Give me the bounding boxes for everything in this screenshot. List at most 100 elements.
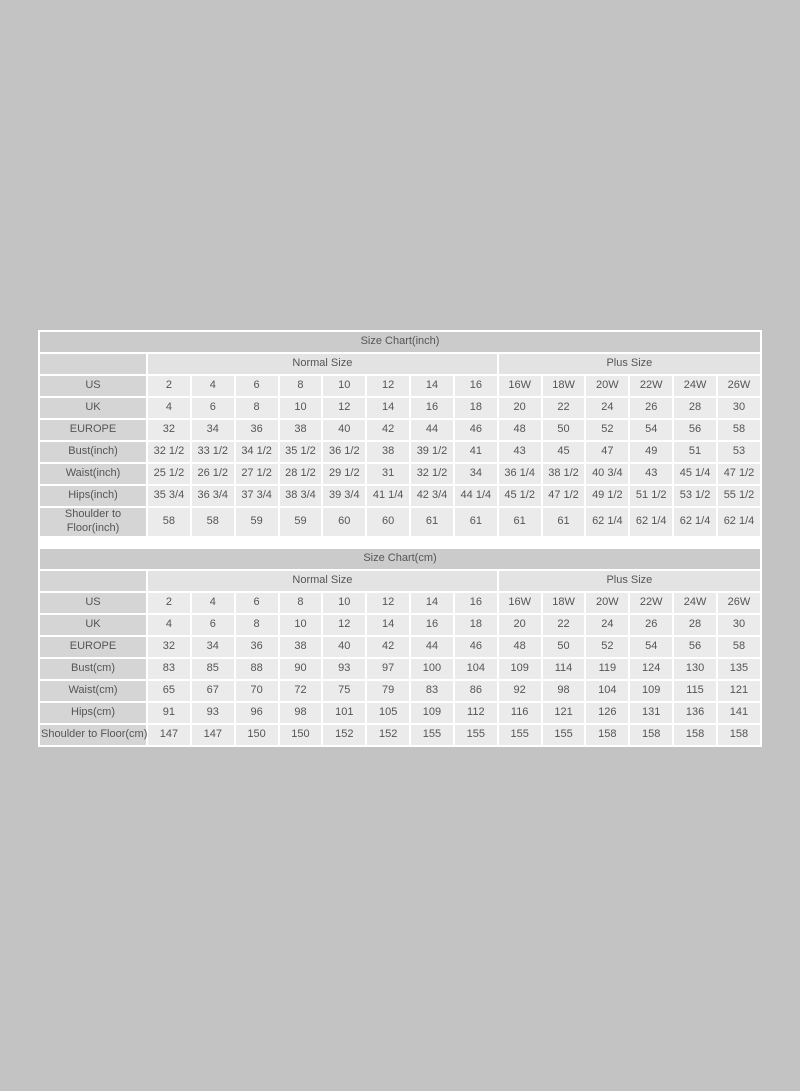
group-header-row: Normal Size Plus Size	[40, 570, 760, 591]
size-value-cell: 104	[586, 680, 629, 701]
size-value-cell: 59	[235, 508, 278, 536]
size-value-cell: 20W	[586, 376, 629, 396]
normal-size-group-header: Normal Size	[148, 570, 497, 591]
size-value-cell: 62 1/4	[630, 508, 673, 536]
corner-cell	[40, 354, 146, 374]
size-chart-cm-table: Size Chart(cm) Normal Size Plus Size US 2…	[38, 546, 762, 747]
size-value-cell: 35 1/2	[279, 442, 322, 462]
size-value-cell: 38	[367, 442, 410, 462]
size-value-cell: 28	[674, 614, 716, 635]
size-value-cell: 26 1/2	[191, 464, 234, 484]
size-value-cell: 35 3/4	[148, 486, 190, 506]
size-value-cell: 124	[630, 658, 673, 679]
size-value-cell: 79	[367, 680, 410, 701]
size-value-cell: 158	[630, 724, 673, 745]
size-value-cell: 12	[367, 592, 410, 613]
size-value-cell: 44 1/4	[454, 486, 497, 506]
size-value-cell: 16	[411, 398, 453, 418]
size-value-cell: 51 1/2	[630, 486, 673, 506]
size-value-cell: 24	[586, 398, 629, 418]
size-value-cell: 28	[674, 398, 716, 418]
size-value-cell: 155	[498, 724, 541, 745]
size-value-cell: 53	[717, 442, 760, 462]
size-value-cell: 112	[454, 702, 497, 723]
size-value-cell: 16	[411, 614, 453, 635]
size-value-cell: 97	[367, 658, 410, 679]
table-row: Hips(cm) 91 93 96 98 101 105 109 112 116 121 126 131…	[40, 702, 760, 723]
size-value-cell: 18W	[542, 592, 585, 613]
row-label: Bust(cm)	[40, 658, 146, 679]
size-value-cell: 50	[542, 420, 585, 440]
row-label: Hips(cm)	[40, 702, 146, 723]
size-value-cell: 12	[367, 376, 410, 396]
size-value-cell: 150	[235, 724, 278, 745]
row-label: EUROPE	[40, 420, 146, 440]
size-value-cell: 155	[411, 724, 453, 745]
size-value-cell: 158	[586, 724, 629, 745]
row-label: Waist(inch)	[40, 464, 146, 484]
size-value-cell: 26W	[717, 592, 760, 613]
table-title-row: Size Chart(cm)	[40, 548, 760, 569]
table-row: UK 4 6 8 10 12 14 16 18 20 22 24 26 28 30	[40, 398, 760, 418]
row-label: UK	[40, 614, 146, 635]
size-value-cell: 155	[454, 724, 497, 745]
table-row: EUROPE 32 34 36 38 40 42 44 46 48 50 52 54 56 58	[40, 636, 760, 657]
size-chart-inch-table: Size Chart(inch) Normal Size Plus Size U…	[38, 330, 762, 538]
size-value-cell: 104	[454, 658, 497, 679]
size-value-cell: 38	[279, 420, 322, 440]
size-value-cell: 10	[323, 592, 366, 613]
size-value-cell: 36	[235, 636, 278, 657]
size-value-cell: 46	[454, 636, 497, 657]
size-value-cell: 50	[542, 636, 585, 657]
row-label: Waist(cm)	[40, 680, 146, 701]
size-value-cell: 8	[235, 398, 278, 418]
size-value-cell: 34	[191, 420, 234, 440]
size-value-cell: 18W	[542, 376, 585, 396]
row-label: EUROPE	[40, 636, 146, 657]
size-value-cell: 121	[542, 702, 585, 723]
size-value-cell: 52	[586, 420, 629, 440]
size-value-cell: 51	[674, 442, 716, 462]
size-value-cell: 101	[323, 702, 366, 723]
size-value-cell: 92	[498, 680, 541, 701]
size-value-cell: 24W	[674, 376, 716, 396]
size-value-cell: 147	[148, 724, 190, 745]
size-value-cell: 44	[411, 636, 453, 657]
size-value-cell: 150	[279, 724, 322, 745]
size-value-cell: 88	[235, 658, 278, 679]
table-row: Waist(cm) 65 67 70 72 75 79 83 86 92 98 104 109 115 12…	[40, 680, 760, 701]
normal-size-group-header: Normal Size	[148, 354, 497, 374]
row-label: UK	[40, 398, 146, 418]
size-value-cell: 32	[148, 420, 190, 440]
size-value-cell: 34	[191, 636, 234, 657]
size-value-cell: 8	[279, 592, 322, 613]
size-value-cell: 119	[586, 658, 629, 679]
size-value-cell: 12	[323, 398, 366, 418]
size-value-cell: 158	[674, 724, 716, 745]
size-value-cell: 52	[586, 636, 629, 657]
row-label: US	[40, 376, 146, 396]
size-value-cell: 12	[323, 614, 366, 635]
size-value-cell: 56	[674, 420, 716, 440]
table-row: Shoulder to Floor(inch) 58 58 59 59 60 60 61 61 6…	[40, 508, 760, 536]
size-value-cell: 39 3/4	[323, 486, 366, 506]
size-value-cell: 105	[367, 702, 410, 723]
size-value-cell: 26W	[717, 376, 760, 396]
size-value-cell: 34 1/2	[235, 442, 278, 462]
size-value-cell: 59	[279, 508, 322, 536]
size-value-cell: 6	[235, 376, 278, 396]
size-value-cell: 62 1/4	[586, 508, 629, 536]
size-chart-inch-title: Size Chart(inch)	[40, 332, 760, 352]
size-chart-cm-title: Size Chart(cm)	[40, 548, 760, 569]
size-value-cell: 32 1/2	[411, 464, 453, 484]
size-value-cell: 41 1/4	[367, 486, 410, 506]
size-value-cell: 60	[367, 508, 410, 536]
size-value-cell: 2	[148, 592, 190, 613]
plus-size-group-header: Plus Size	[498, 570, 760, 591]
size-value-cell: 39 1/2	[411, 442, 453, 462]
size-value-cell: 46	[454, 420, 497, 440]
size-value-cell: 22	[542, 614, 585, 635]
size-value-cell: 53 1/2	[674, 486, 716, 506]
size-value-cell: 32 1/2	[148, 442, 190, 462]
